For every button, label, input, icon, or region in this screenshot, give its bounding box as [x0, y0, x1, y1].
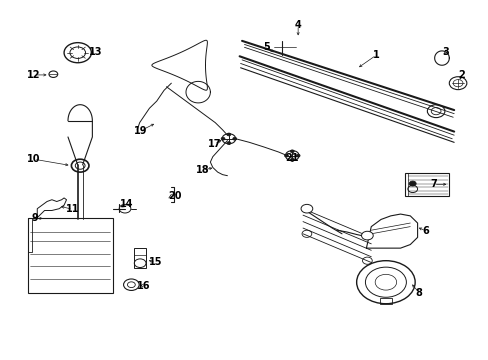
Text: 4: 4	[294, 20, 301, 30]
Text: 15: 15	[149, 257, 162, 267]
Text: 2: 2	[457, 70, 464, 80]
Circle shape	[361, 231, 372, 240]
Circle shape	[408, 181, 415, 186]
Text: 18: 18	[195, 165, 209, 175]
Text: 12: 12	[27, 70, 41, 80]
Text: 8: 8	[415, 288, 422, 298]
Circle shape	[296, 154, 300, 157]
Text: 10: 10	[27, 154, 41, 164]
Text: 5: 5	[263, 42, 269, 52]
Text: 17: 17	[207, 139, 221, 149]
Text: 20: 20	[168, 191, 182, 201]
Circle shape	[284, 154, 288, 157]
Circle shape	[226, 133, 230, 136]
Text: 9: 9	[31, 213, 38, 223]
Circle shape	[301, 204, 312, 213]
Text: 6: 6	[422, 226, 428, 236]
Circle shape	[226, 141, 230, 144]
Text: 1: 1	[372, 50, 379, 60]
Circle shape	[290, 158, 294, 161]
Circle shape	[232, 137, 236, 140]
Bar	[405, 173, 448, 196]
Text: 16: 16	[137, 281, 150, 291]
Bar	[27, 218, 113, 293]
Text: 11: 11	[66, 204, 80, 215]
Text: 3: 3	[441, 46, 448, 57]
Bar	[379, 298, 391, 304]
Text: 13: 13	[89, 46, 102, 57]
Text: 21: 21	[285, 153, 299, 163]
Text: 19: 19	[134, 126, 147, 135]
Bar	[134, 248, 146, 268]
Circle shape	[290, 150, 294, 153]
Text: 14: 14	[120, 199, 133, 210]
Circle shape	[221, 137, 224, 140]
Text: 7: 7	[429, 179, 436, 189]
